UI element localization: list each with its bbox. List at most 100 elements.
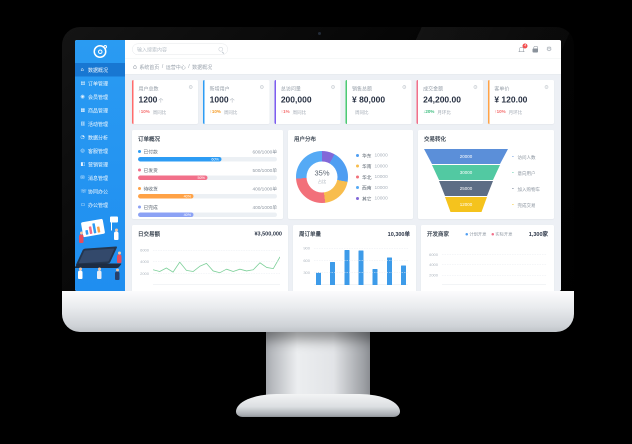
home-icon: ⌂ bbox=[80, 67, 84, 73]
content: 用户总数 ⚙ 1200个 ↑10% 周同比 新增用户 ⚙ 1000个 ↑10% 周同比 bbox=[125, 74, 561, 291]
topbar-icons: 4 ⚙ bbox=[518, 43, 552, 53]
sidebar-item-marketing[interactable]: ◧ 营销管理 bbox=[80, 161, 109, 169]
breadcrumb-item: 数据概况 bbox=[192, 64, 213, 71]
topbar: 输入搜索内容 4 ⚙ bbox=[125, 40, 561, 59]
weekly-orders-panel: 周订单量 10,300单 900 600 300 bbox=[293, 225, 416, 291]
grouped-bar-chart: 6000 4000 2000 bbox=[427, 243, 548, 290]
monitor-icon: ▭ bbox=[80, 202, 86, 208]
chart-icon: ◔ bbox=[80, 134, 85, 141]
legend-dot bbox=[356, 175, 359, 179]
legend-dot bbox=[138, 187, 141, 190]
webcam-dot bbox=[318, 32, 321, 35]
progress-row: 已完成 400/1000单 40% bbox=[138, 204, 277, 217]
target-logo-icon bbox=[93, 45, 107, 58]
sidebar: ⌂ 数据概况 ▤ 订单管理 ◉ 会员管理 ▦ 商品管理 ▥ 活动管理 ◔ 数据分析 ◎ 客服管… bbox=[75, 40, 125, 291]
monitor-stand-base bbox=[236, 394, 400, 417]
kpi-card-new-users: 新增用户 ⚙ 1000个 ↑10% 周同比 bbox=[203, 80, 270, 124]
kpi-card-avg-price: 客单价 ⚙ ¥ 120.00 ↑10% 月环比 bbox=[487, 80, 554, 124]
legend-dot bbox=[356, 186, 359, 189]
phone-icon: ☏ bbox=[80, 188, 87, 195]
card-settings-icon[interactable]: ⚙ bbox=[259, 84, 265, 91]
line-chart: 6000 4000 2000 bbox=[138, 243, 282, 290]
sidebar-item-collaboration[interactable]: ☏ 协同办公 bbox=[80, 188, 109, 196]
card-settings-icon[interactable]: ⚙ bbox=[544, 84, 549, 91]
breadcrumb-item[interactable]: 系统首页 bbox=[139, 64, 160, 71]
sidebar-item-service[interactable]: ◎ 客服管理 bbox=[80, 148, 109, 155]
search-input[interactable]: 输入搜索内容 bbox=[132, 43, 228, 55]
panel-total: 10,300单 bbox=[387, 231, 410, 238]
main-area: 输入搜索内容 4 ⚙ ⌂ bbox=[125, 40, 561, 291]
search-icon bbox=[218, 47, 223, 52]
card-settings-icon[interactable]: ⚙ bbox=[401, 84, 407, 91]
app-logo[interactable] bbox=[75, 40, 125, 63]
sidebar-item-overview[interactable]: ⌂ 数据概况 bbox=[75, 63, 125, 77]
dev-merchants-panel: 开发商家 计划开发 实际开发 1,300家 bbox=[421, 225, 554, 291]
notification-bell-icon[interactable]: 4 bbox=[518, 43, 528, 52]
donut-center: 35% 占比 bbox=[306, 161, 338, 193]
list-icon: ▥ bbox=[80, 121, 86, 127]
lock-icon[interactable] bbox=[532, 46, 539, 53]
kpi-value: 1200个 bbox=[138, 95, 164, 105]
sidebar-menu: ⌂ 数据概况 ▤ 订单管理 ◉ 会员管理 ▦ 商品管理 ▥ 活动管理 ◔ 数据分析 ◎ 客服管… bbox=[75, 63, 125, 212]
legend-dot bbox=[138, 150, 141, 153]
kpi-value: ¥ 120.00 bbox=[494, 95, 528, 105]
legend-dot bbox=[465, 233, 468, 236]
daily-revenue-panel: 日交易额 ¥3,500,000 6000 4000 2000 bbox=[132, 225, 288, 291]
breadcrumb: ⌂ 系统首页 / 运营中心 / 数据概况 bbox=[125, 59, 561, 74]
bars bbox=[316, 244, 406, 285]
monitor-stand-neck bbox=[266, 332, 370, 398]
sidebar-item-orders[interactable]: ▤ 订单管理 bbox=[80, 80, 109, 88]
breadcrumb-home-icon[interactable]: ⌂ bbox=[133, 63, 137, 70]
sidebar-item-activities[interactable]: ▥ 活动管理 bbox=[80, 121, 109, 128]
panel-total: 1,300家 bbox=[528, 231, 548, 238]
card-settings-icon[interactable]: ⚙ bbox=[330, 84, 336, 91]
sidebar-item-members[interactable]: ◉ 会员管理 bbox=[80, 94, 109, 101]
team-icon: ◎ bbox=[80, 148, 85, 154]
kpi-value: ¥ 80,000 bbox=[351, 95, 386, 105]
sidebar-illustration bbox=[75, 212, 125, 292]
kpi-value: 200,000 bbox=[280, 95, 312, 105]
progress-bar: 40% bbox=[138, 212, 277, 217]
card-settings-icon[interactable]: ⚙ bbox=[472, 84, 478, 91]
settings-gear-icon[interactable]: ⚙ bbox=[546, 45, 552, 53]
monitor-chin bbox=[62, 291, 574, 332]
legend-dot bbox=[356, 164, 359, 168]
legend-dash bbox=[512, 156, 514, 157]
legend-dot bbox=[356, 196, 359, 200]
calendar-icon: ▦ bbox=[80, 107, 86, 114]
card-settings-icon[interactable]: ⚙ bbox=[188, 84, 194, 91]
notification-badge: 4 bbox=[522, 43, 528, 49]
legend-dash bbox=[512, 172, 514, 173]
sidebar-item-products[interactable]: ▦ 商品管理 bbox=[80, 107, 109, 115]
legend-dot bbox=[138, 205, 141, 209]
panel-title: 周订单量 bbox=[299, 231, 321, 238]
breadcrumb-item[interactable]: 运营中心 bbox=[165, 64, 186, 71]
user-distribution-panel: 用户分布 35% 占比 bbox=[288, 130, 413, 219]
sidebar-item-analytics[interactable]: ◔ 数据分析 bbox=[80, 134, 109, 142]
donut-chart: 35% 占比 bbox=[296, 150, 348, 203]
kpi-card-turnover: 成交金额 ⚙ 24,200.00 ↓20% 月环比 bbox=[416, 80, 483, 124]
legend-dash bbox=[512, 204, 514, 205]
progress-row: 待收货 400/1000单 40% bbox=[138, 185, 277, 199]
progress-row: 已发货 500/1000单 50% bbox=[138, 167, 277, 180]
line-plot bbox=[153, 244, 280, 285]
legend-dot bbox=[491, 233, 494, 236]
sidebar-item-office[interactable]: ▭ 办公管理 bbox=[80, 202, 109, 209]
panel-title: 日交易额 bbox=[138, 231, 160, 238]
screen: ⌂ 数据概况 ▤ 订单管理 ◉ 会员管理 ▦ 商品管理 ▥ 活动管理 ◔ 数据分析 ◎ 客服管… bbox=[75, 40, 561, 291]
panel-total: ¥3,500,000 bbox=[254, 231, 282, 237]
kpi-row: 用户总数 ⚙ 1200个 ↑10% 周同比 新增用户 ⚙ 1000个 ↑10% 周同比 bbox=[132, 80, 554, 124]
chart-legend: 计划开发 实际开发 bbox=[465, 231, 512, 237]
sidebar-item-messages[interactable]: ✉ 消息管理 bbox=[80, 175, 109, 182]
bottom-row: 日交易额 ¥3,500,000 6000 4000 2000 bbox=[132, 225, 554, 291]
kpi-card-users: 用户总数 ⚙ 1200个 ↑10% 周同比 bbox=[132, 80, 199, 124]
panel-title: 交易转化 bbox=[424, 136, 446, 143]
kpi-value: 1000个 bbox=[209, 95, 235, 105]
kpi-card-sales: 销售总额 ⚙ ¥ 80,000 周同比 bbox=[345, 80, 412, 124]
panel-title: 用户分布 bbox=[294, 136, 316, 143]
user-icon: ◉ bbox=[80, 94, 85, 100]
dashboard: ⌂ 数据概况 ▤ 订单管理 ◉ 会员管理 ▦ 商品管理 ▥ 活动管理 ◔ 数据分析 ◎ 客服管… bbox=[75, 40, 561, 291]
conversion-funnel-panel: 交易转化 20000 30000 25000 12000 bbox=[418, 130, 554, 219]
funnel-chart: 20000 30000 25000 12000 bbox=[424, 149, 508, 213]
